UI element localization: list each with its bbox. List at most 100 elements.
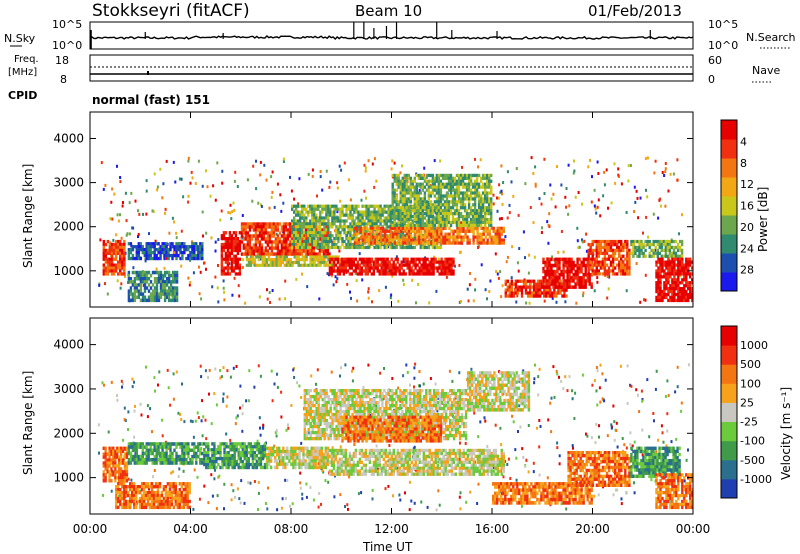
echo-gate [680,242,684,247]
echo-gate [667,289,670,294]
echo-gate [582,282,585,286]
echo-gate [253,258,257,262]
echo-gate [603,260,607,264]
echo-gate [266,252,270,256]
echo-gate [490,241,493,245]
echo-gate [677,260,680,264]
echo-gate [313,263,316,267]
echo-gate [687,284,690,288]
echo-gate [112,272,116,276]
echo-gate [232,237,236,241]
scatter-gate [500,164,503,168]
echo-gate [119,269,122,273]
echo-gate [546,273,549,277]
echo-gate [423,203,427,207]
echo-gate [440,232,443,236]
scatter-gate [175,236,178,240]
echo-gate [657,298,660,303]
echo-gate [322,234,326,238]
echo-gate [580,269,583,274]
nave-tick-bottom: 0 [708,73,715,86]
echo-gate [423,185,427,189]
echo-gate [220,237,224,241]
echo-gate [613,266,617,270]
echo-gate [408,232,411,236]
echo-gate [385,222,388,226]
echo-gate [299,213,302,217]
echo-gate [293,237,296,241]
echo-gate [640,251,643,255]
echo-gate [171,295,175,299]
echo-gate [455,182,459,186]
echo-gate [230,263,234,267]
echo-gate [689,295,692,300]
echo-gate [260,243,264,247]
scatter-gate [311,168,314,172]
echo-gate [341,239,344,244]
echo-gate [382,260,385,264]
echo-gate [279,258,282,262]
echo-gate [588,276,591,280]
scatter-gate [130,191,133,195]
echo-gate [685,272,688,276]
echo-gate [356,260,359,264]
echo-gate [675,292,678,297]
echo-gate [274,243,278,247]
echo-gate [112,248,116,253]
echo-gate [266,240,270,244]
echo-gate [626,254,629,258]
echo-gate [119,251,122,255]
echo-gate [419,209,422,213]
echo-gate [476,235,479,239]
echo-gate [392,272,395,276]
echo-gate [666,245,670,250]
echo-gate [284,228,288,232]
echo-gate [232,231,236,235]
echo-gate [262,249,266,253]
echo-gate [632,239,635,244]
scatter-gate [217,238,220,241]
echo-gate [375,204,378,208]
echo-gate [264,222,268,226]
echo-gate [415,209,418,213]
echo-gate [449,188,453,192]
scatter-gate [187,200,190,204]
echo-gate [395,197,398,201]
echo-gate [285,263,288,267]
echo-gate [373,219,376,223]
scatter-gate [349,290,351,294]
echo-gate [450,257,453,261]
echo-gate [479,176,483,180]
echo-gate [384,272,387,276]
echo-gate [488,200,491,204]
echo-gate [309,234,312,238]
echo-gate [469,197,473,201]
echo-gate [555,291,558,295]
scatter-gate [154,239,157,243]
echo-gate [409,200,412,204]
echo-gate [620,266,623,270]
echo-gate [351,207,354,211]
echo-gate [687,281,690,285]
echo-gate [167,248,170,252]
echo-gate [661,260,664,264]
echo-gate [415,173,418,178]
echo-gate [332,263,336,267]
scatter-gate [357,231,360,235]
echo-gate [402,235,405,239]
echo-gate [681,287,684,291]
echo-gate [340,257,344,261]
echo-gate [401,231,404,235]
echo-gate [646,239,649,244]
echo-gate [650,248,653,253]
echo-gate [102,254,106,258]
echo-gate [655,269,658,273]
echo-gate [388,260,391,264]
echo-gate [424,266,427,270]
scatter-gate [484,288,487,292]
echo-gate [465,209,469,213]
echo-gate [430,263,433,267]
echo-gate [157,292,161,296]
echo-gate [373,204,376,208]
echo-gate [450,260,453,264]
